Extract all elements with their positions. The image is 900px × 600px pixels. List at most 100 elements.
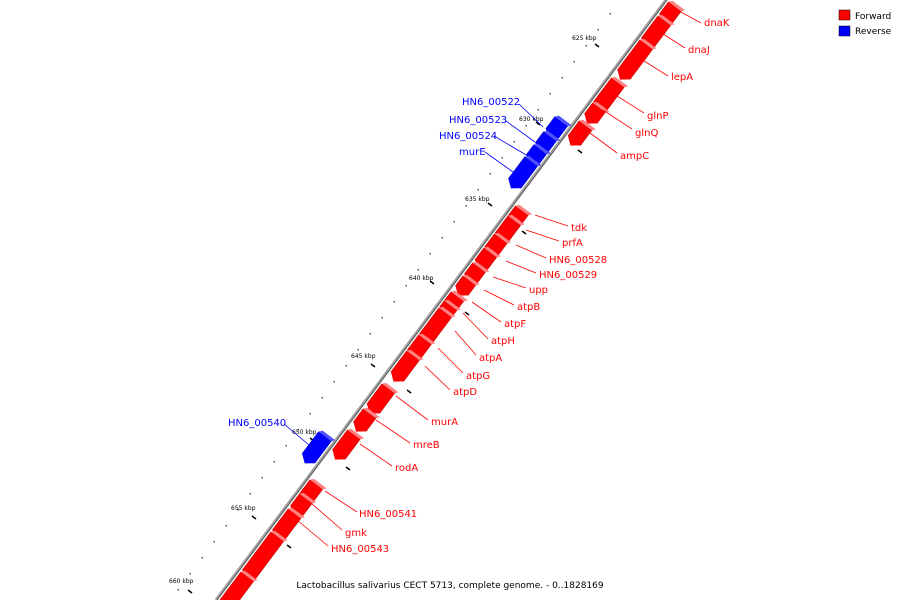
minor-tick	[429, 253, 431, 255]
minor-tick	[501, 157, 503, 159]
gene-block-HN6_00522[interactable]	[545, 115, 572, 139]
gene-label-ampC[interactable]: ampC	[620, 151, 649, 162]
gene-label-HN6_00543[interactable]: HN6_00543	[331, 544, 389, 555]
gene-label-atpB[interactable]: atpB	[517, 302, 540, 313]
gene-label-HN6_00522[interactable]: HN6_00522	[462, 97, 520, 108]
minor-tick	[573, 61, 575, 63]
minor-tick	[237, 509, 239, 511]
minor-tick	[333, 381, 335, 383]
gene-label-upp[interactable]: upp	[529, 285, 548, 296]
minor-ticks	[177, 13, 611, 591]
minor-tick	[213, 541, 215, 543]
legend-reverse-label: Reverse	[855, 27, 892, 37]
gene-block-glnQ[interactable]	[584, 101, 610, 124]
minor-tick	[297, 429, 299, 431]
gene-block-ampC[interactable]	[567, 119, 596, 146]
minor-tick	[525, 125, 527, 127]
minor-tick	[561, 77, 563, 79]
tick-label: 645 kbp	[351, 353, 376, 360]
gene-label-murA[interactable]: murA	[431, 417, 458, 428]
gene-block-atpD[interactable]	[390, 349, 424, 382]
minor-tick	[249, 493, 251, 495]
map-caption: Lactobacillus salivarius CECT 5713, comp…	[296, 581, 603, 591]
gene-label-atpD[interactable]: atpD	[453, 387, 477, 398]
tick-mark	[487, 202, 493, 207]
minor-tick	[513, 141, 515, 143]
minor-tick	[381, 317, 383, 319]
minor-tick	[261, 477, 263, 479]
gene-block-murA[interactable]	[366, 382, 399, 414]
minor-tick	[285, 445, 287, 447]
gene-label-dnaJ[interactable]: dnaJ	[688, 45, 710, 56]
minor-tick	[585, 45, 587, 47]
minor-tick	[369, 333, 371, 335]
minor-tick	[309, 413, 311, 415]
gene-block-mreB[interactable]	[353, 407, 380, 432]
legend-reverse-swatch	[838, 25, 851, 37]
legend: Forward Reverse	[838, 9, 892, 37]
gene-label-dnaK[interactable]: dnaK	[704, 18, 730, 29]
gene-label-HN6_00540[interactable]: HN6_00540	[228, 418, 286, 429]
genome-backbone	[214, 0, 668, 600]
minor-tick	[189, 573, 191, 575]
tick-label: 640 kbp	[409, 275, 434, 282]
strand-ticks	[286, 67, 636, 549]
minor-tick	[393, 301, 395, 303]
gene-label-atpH[interactable]: atpH	[491, 336, 515, 347]
legend-forward-swatch	[838, 9, 851, 21]
minor-tick	[465, 205, 467, 207]
gene-block-rodA[interactable]	[332, 428, 365, 460]
minor-tick	[417, 269, 419, 271]
tick-label: 635 kbp	[465, 196, 490, 203]
scale-ticks: 625 kbp 630 kbp 635 kbp 640 kbp 645 kbp …	[169, 35, 600, 594]
minor-tick	[441, 237, 443, 239]
gene-label-gmk[interactable]: gmk	[345, 528, 367, 539]
tick-mark	[429, 280, 435, 285]
tick-label: 650 kbp	[292, 429, 317, 436]
gene-block-lepA[interactable]	[617, 38, 657, 80]
tick-label: 625 kbp	[572, 35, 597, 42]
gene-label-HN6_00523[interactable]: HN6_00523	[449, 115, 507, 126]
gene-label-mreB[interactable]: mreB	[413, 440, 440, 451]
minor-tick	[453, 221, 455, 223]
gene-label-atpF[interactable]: atpF	[504, 319, 526, 330]
gene-label-atpA[interactable]: atpA	[479, 353, 502, 364]
gene-label-tdk[interactable]: tdk	[571, 223, 587, 234]
minor-tick	[477, 189, 479, 191]
gene-label-rodA[interactable]: rodA	[395, 463, 418, 474]
gene-label-HN6_00529[interactable]: HN6_00529	[539, 270, 597, 281]
gene-label-HN6_00541[interactable]: HN6_00541	[359, 509, 417, 520]
tick-mark	[251, 515, 257, 520]
gene-label-lepA[interactable]: lepA	[671, 72, 693, 83]
gene-block-HN6_00540[interactable]	[301, 430, 336, 464]
gene-annotations: dnaK dnaJ lepA glnP glnQ ampC tdk prfA H…	[228, 5, 730, 555]
minor-tick	[405, 285, 407, 287]
tick-mark	[535, 121, 541, 126]
gene-block-atpB[interactable]	[455, 274, 480, 296]
minor-tick	[177, 589, 179, 591]
gene-block-gene[interactable]	[218, 570, 258, 600]
minor-tick	[273, 461, 275, 463]
tick-label: 655 kbp	[231, 505, 256, 512]
legend-forward-label: Forward	[855, 12, 891, 22]
minor-tick	[357, 349, 359, 351]
gene-label-HN6_00528[interactable]: HN6_00528	[549, 255, 607, 266]
tick-label: 630 kbp	[519, 116, 544, 123]
minor-tick	[225, 525, 227, 527]
gene-label-HN6_00524[interactable]: HN6_00524	[439, 131, 497, 142]
gene-block-murE[interactable]	[507, 155, 542, 189]
gene-label-murE[interactable]: murE	[459, 147, 486, 158]
gene-label-glnQ[interactable]: glnQ	[635, 128, 658, 139]
minor-tick	[549, 93, 551, 95]
minor-tick	[609, 13, 611, 15]
tick-mark	[370, 363, 376, 368]
gene-label-prfA[interactable]: prfA	[562, 238, 583, 249]
minor-tick	[345, 365, 347, 367]
minor-tick	[489, 173, 491, 175]
gene-blocks	[218, 0, 686, 600]
minor-tick	[201, 557, 203, 559]
tick-mark	[187, 589, 193, 594]
gene-label-glnP[interactable]: glnP	[647, 111, 669, 122]
gene-label-atpG[interactable]: atpG	[466, 371, 490, 382]
